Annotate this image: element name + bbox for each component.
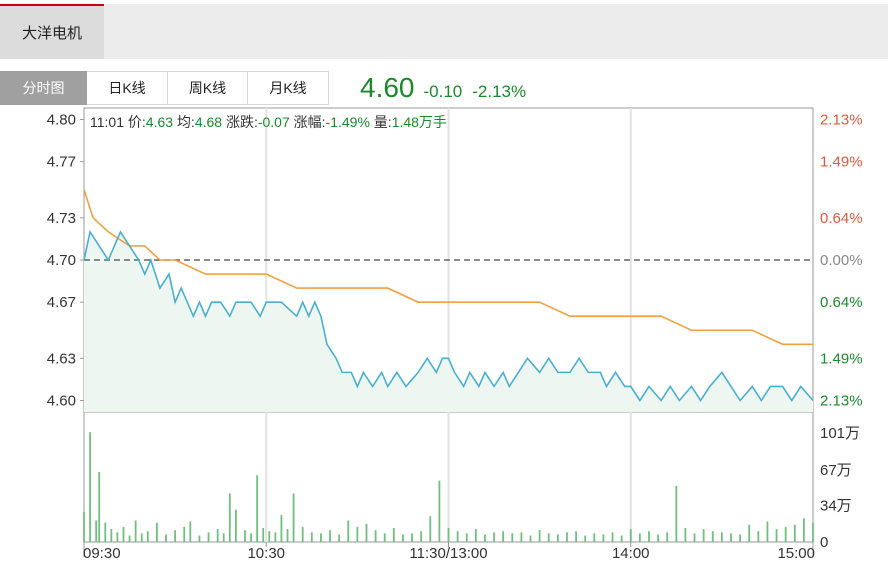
y-tick-label-right: 0.64% [820,210,863,227]
price-area-fill [84,231,813,412]
current-price: 4.60 [360,72,415,103]
x-tick-label: 11:30/13:00 [409,545,487,562]
price-change-percent: -2.13% [472,82,527,101]
y-tick-label-left: 4.60 [47,392,76,409]
x-tick-label: 09:30 [83,545,121,562]
info-time: 11:01 [90,114,124,130]
info-avg: 4.68 [194,114,223,130]
y-tick-label-right: 0.64% [820,294,863,311]
stock-name-tab[interactable]: 大洋电机 [0,4,104,59]
y-tick-label-left: 4.80 [47,112,76,129]
y-tick-label-left: 4.70 [47,252,76,269]
info-volume: 1.48万手 [391,114,447,130]
volume-tick-label: 34万 [820,497,852,514]
info-pct-label: 涨幅: [293,114,326,130]
chart-type-tabs: 分时图 日K线 周K线 月K线 [0,71,329,105]
info-price: 4.63 [145,114,174,130]
x-tick-label: 14:00 [612,545,650,562]
y-tick-label-right: 2.13% [820,392,863,409]
x-tick-label: 15:00 [777,545,815,562]
tab-weekly-k[interactable]: 周K线 [168,71,248,105]
y-tick-label-right: 1.49% [820,154,863,171]
x-tick-label: 10:30 [247,545,285,562]
tab-monthly-k[interactable]: 月K线 [248,71,329,105]
y-tick-label-left: 4.63 [47,350,76,367]
y-tick-label-left: 4.73 [47,210,76,227]
info-volume-label: 量: [373,114,392,130]
y-tick-label-left: 4.77 [47,154,76,171]
info-pct: -1.49% [325,114,370,130]
volume-tick-label: 101万 [820,425,860,442]
volume-tick-label: 0 [820,534,828,551]
info-change-label: 涨跌: [225,114,258,130]
average-price-line [83,189,813,346]
header-bar [0,4,888,59]
cursor-info-bar: 11:01 价:4.63 均:4.68 涨跌:-0.07 涨幅:-1.49% 量… [90,112,447,132]
y-tick-label-right: 0.00% [820,252,863,269]
price-change: -0.10 [423,82,463,101]
y-tick-label-right: 2.13% [820,112,863,129]
tab-intraday[interactable]: 分时图 [0,71,87,105]
quote-summary: 4.60 -0.10 -2.13% [360,72,526,106]
info-price-label: 价: [127,114,146,130]
y-tick-label-left: 4.67 [47,294,76,311]
price-line [83,229,814,402]
y-tick-label-right: 1.49% [820,350,863,367]
tab-daily-k[interactable]: 日K线 [87,71,168,105]
info-avg-label: 均: [176,114,195,130]
intraday-chart[interactable]: 4.80 4.77 4.73 4.70 4.67 4.63 4.60 2.13% 1.49% 0.… [0,105,890,577]
volume-tick-label: 67万 [820,462,852,479]
info-change: -0.07 [257,114,290,130]
